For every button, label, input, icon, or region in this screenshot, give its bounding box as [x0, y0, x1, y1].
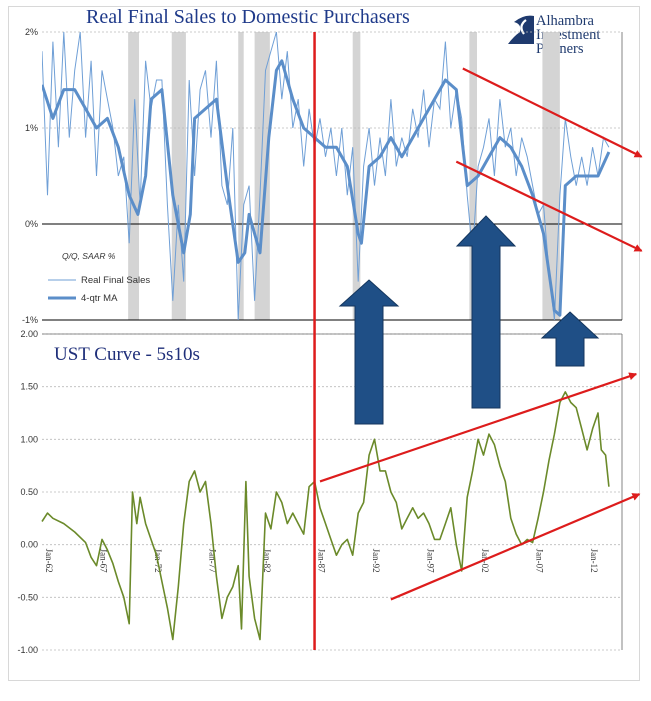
recession-bar-3 — [254, 32, 270, 320]
top-panel: 2% 1% 0% -1% Q/Q, SAAR % Real Final Sales 4-qt… — [22, 27, 623, 325]
top-y-tick-1: 1% — [25, 123, 38, 133]
block-arrow-up-1 — [338, 279, 400, 425]
bottom-y-tick-1: 1.50 — [20, 382, 38, 392]
annotation-overlays — [313, 32, 643, 650]
x-tick-3: Jan-77 — [208, 549, 218, 573]
top-trend-arrow-1 — [455, 160, 643, 252]
figure-frame — [8, 6, 640, 681]
legend-note: Q/Q, SAAR % — [62, 251, 116, 261]
legend-label-ma: 4-qtr MA — [81, 293, 118, 304]
x-tick-10: Jan-12 — [589, 549, 599, 573]
bottom-y-tick-4: 0.00 — [20, 540, 38, 550]
top-y-tick-2: 0% — [25, 219, 38, 229]
alhambra-logo-mark-icon — [508, 15, 534, 44]
series-5s10s — [41, 391, 610, 641]
bottom-y-tick-3: 0.50 — [20, 487, 38, 497]
x-tick-4: Jan-82 — [262, 549, 272, 573]
top-y-tick-0: 2% — [25, 27, 38, 37]
recession-bar-2 — [238, 32, 244, 320]
x-tick-6: Jan-92 — [371, 549, 381, 573]
bottom-chart-title: UST Curve - 5s10s — [54, 344, 200, 365]
x-tick-5: Jan-87 — [317, 549, 327, 573]
top-y-tick-3: -1% — [22, 315, 38, 325]
legend-label-raw: Real Final Sales — [81, 275, 150, 286]
bottom-trend-arrow-1 — [390, 493, 641, 601]
recession-bar-5 — [469, 32, 477, 320]
bottom-y-tick-5: -0.50 — [17, 592, 38, 602]
block-arrow-up-3 — [540, 311, 600, 367]
bottom-panel: 2.00 1.50 1.00 0.50 0.00 -0.50 -1.00 UST Curve … — [17, 329, 623, 655]
x-tick-1: Jan-67 — [99, 549, 109, 573]
bottom-y-tick-0: 2.00 — [20, 329, 38, 339]
x-tick-7: Jan-97 — [426, 549, 436, 573]
x-tick-9: Jan-07 — [535, 549, 545, 573]
bottom-y-tick-2: 1.00 — [20, 434, 38, 444]
recession-bar-4 — [352, 32, 361, 320]
bottom-y-tick-6: -1.00 — [17, 645, 38, 655]
series-real-final-sales — [42, 32, 610, 320]
top-chart-title: Real Final Sales to Domestic Purchasers — [86, 6, 410, 28]
x-tick-0: Jan-62 — [44, 549, 54, 573]
recession-bar-0 — [128, 32, 140, 320]
block-arrow-up-2 — [455, 215, 517, 409]
bottom-trend-arrow-0 — [319, 372, 638, 483]
top-trend-arrow-0 — [462, 67, 643, 158]
